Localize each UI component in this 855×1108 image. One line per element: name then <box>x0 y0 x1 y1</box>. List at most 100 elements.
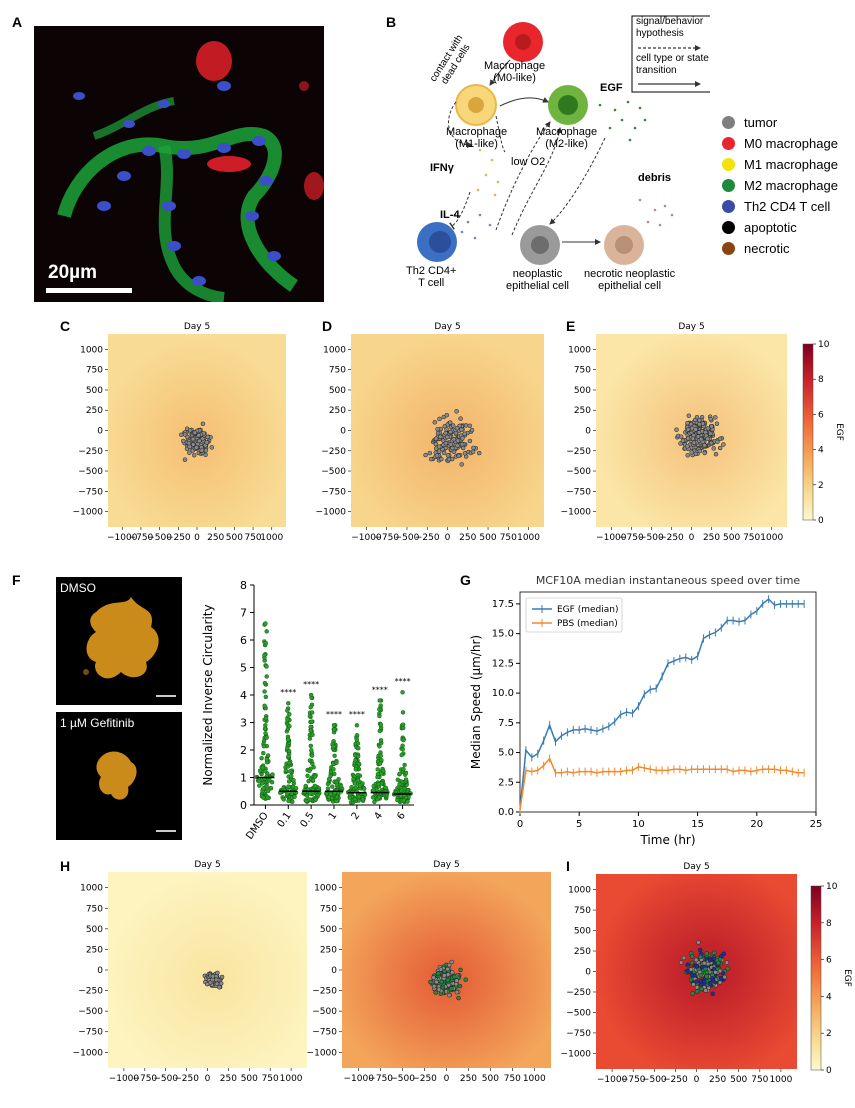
cell-marker <box>433 436 439 441</box>
cell-marker <box>438 967 444 972</box>
x-tick-label: −750 <box>374 533 399 543</box>
f-data-point <box>286 760 292 766</box>
g-legend-label: EGF (median) <box>557 605 618 615</box>
x-tick-label: 500 <box>226 533 243 543</box>
legend-label: M1 macrophage <box>744 156 838 172</box>
colorbar-tick-label: 6 <box>818 410 824 420</box>
cell-marker <box>437 416 442 422</box>
cell-marker <box>690 973 695 978</box>
cell-marker <box>703 988 708 993</box>
f-data-point <box>283 768 289 774</box>
f-data-point <box>286 779 292 784</box>
f-data-point <box>334 794 340 800</box>
cell-marker <box>708 416 713 422</box>
f-data-point <box>331 723 337 728</box>
f-data-point <box>330 784 335 789</box>
cell-marker <box>694 989 700 994</box>
spatial-panel-title: Day 5 <box>194 860 220 870</box>
cell-marker <box>450 445 455 451</box>
x-tick-label: −500 <box>390 1074 415 1084</box>
cell-marker <box>696 940 701 945</box>
spatial-heatmap <box>108 872 307 1068</box>
x-tick-label: 750 <box>504 1074 521 1084</box>
f-x-tick-label: 1 <box>327 810 340 822</box>
f-data-point <box>264 674 269 679</box>
scale-bar-label: 20µm <box>48 262 97 283</box>
cell-marker <box>717 436 723 442</box>
cell-marker <box>690 436 696 441</box>
f-data-point <box>405 799 410 804</box>
x-tick-label: 750 <box>751 1075 768 1085</box>
f-data-point <box>401 737 406 743</box>
cell-marker <box>709 424 714 429</box>
cell-marker <box>705 961 711 967</box>
f-data-point <box>309 710 315 715</box>
hypothesis-schematic: signal/behavior hypothesis cell type or … <box>400 10 723 305</box>
x-tick-label: −250 <box>412 1074 437 1084</box>
f-data-point <box>307 791 313 796</box>
f-data-point <box>328 791 333 797</box>
y-tick-label: −500 <box>321 467 346 477</box>
y-tick-label: 0 <box>97 427 103 437</box>
legend-item: apoptotic <box>722 217 797 237</box>
x-tick-label: 750 <box>262 1074 279 1084</box>
x-tick-label: −500 <box>147 533 172 543</box>
gefitinib-image-label: 1 µM Gefitinib <box>60 716 135 730</box>
cell-marker <box>697 417 702 423</box>
f-data-point <box>371 787 376 793</box>
x-tick-label: −250 <box>174 1074 199 1084</box>
cell-marker <box>179 432 184 438</box>
cell-marker <box>685 444 690 449</box>
legend-label: M0 macrophage <box>744 135 838 151</box>
f-data-point <box>377 707 382 712</box>
f-data-point <box>325 781 331 787</box>
colorbar-tick-label: 8 <box>826 919 832 929</box>
cell-marker <box>445 453 451 458</box>
cell-marker <box>690 991 695 996</box>
cell-marker <box>191 452 197 458</box>
spatial-panel-title: Day 5 <box>184 322 210 332</box>
f-data-point <box>263 731 268 736</box>
y-tick-label: 250 <box>86 406 103 416</box>
cell-marker <box>711 956 717 961</box>
f-y-tick-label: 3 <box>240 717 247 730</box>
x-tick-label: −250 <box>663 1075 688 1085</box>
cell-marker <box>199 448 205 453</box>
x-tick-label: 1000 <box>769 1075 792 1085</box>
x-tick-label: 500 <box>482 1074 499 1084</box>
speed-chart: MCF10A median instantaneous speed over t… <box>469 574 822 847</box>
cell-marker <box>449 959 454 965</box>
g-y-tick-label: 17.5 <box>492 599 514 610</box>
f-data-point <box>285 708 290 713</box>
necrotic-cell-label: necrotic neoplastic epithelial cell <box>584 268 676 292</box>
legend-swatch <box>722 157 735 171</box>
f-y-tick-label: 6 <box>240 634 247 647</box>
f-data-point <box>305 773 310 779</box>
f-data-point <box>259 755 264 761</box>
cell-marker <box>451 437 457 442</box>
x-tick-label: −500 <box>395 533 420 543</box>
f-data-point <box>309 748 314 753</box>
cell-marker <box>713 451 719 457</box>
f-data-point <box>400 725 406 731</box>
cell-type-legend: tumor M0 macrophage M1 macrophage M2 macrop… <box>722 112 852 262</box>
cell-marker <box>699 986 704 992</box>
cell-marker <box>445 977 451 983</box>
cell-marker <box>458 416 463 421</box>
f-data-point <box>307 736 313 741</box>
cell-marker <box>448 442 453 447</box>
x-tick-label: −500 <box>153 1074 178 1084</box>
legend-label: tumor <box>744 114 778 130</box>
x-tick-label: 1000 <box>760 533 783 543</box>
x-tick-label: 750 <box>244 533 261 543</box>
spatial-panel-title: Day 5 <box>683 862 709 872</box>
cell-marker <box>725 966 730 971</box>
y-tick-label: 1000 <box>80 884 103 894</box>
f-x-tick-label: 6 <box>395 810 408 822</box>
f-data-point <box>281 797 286 802</box>
y-tick-label: 750 <box>320 904 337 914</box>
hypothesis-box <box>631 15 723 93</box>
y-tick-label: 250 <box>320 945 337 955</box>
x-tick-label: 1000 <box>280 1074 303 1084</box>
dmso-organoid-image: DMSO <box>56 577 182 705</box>
